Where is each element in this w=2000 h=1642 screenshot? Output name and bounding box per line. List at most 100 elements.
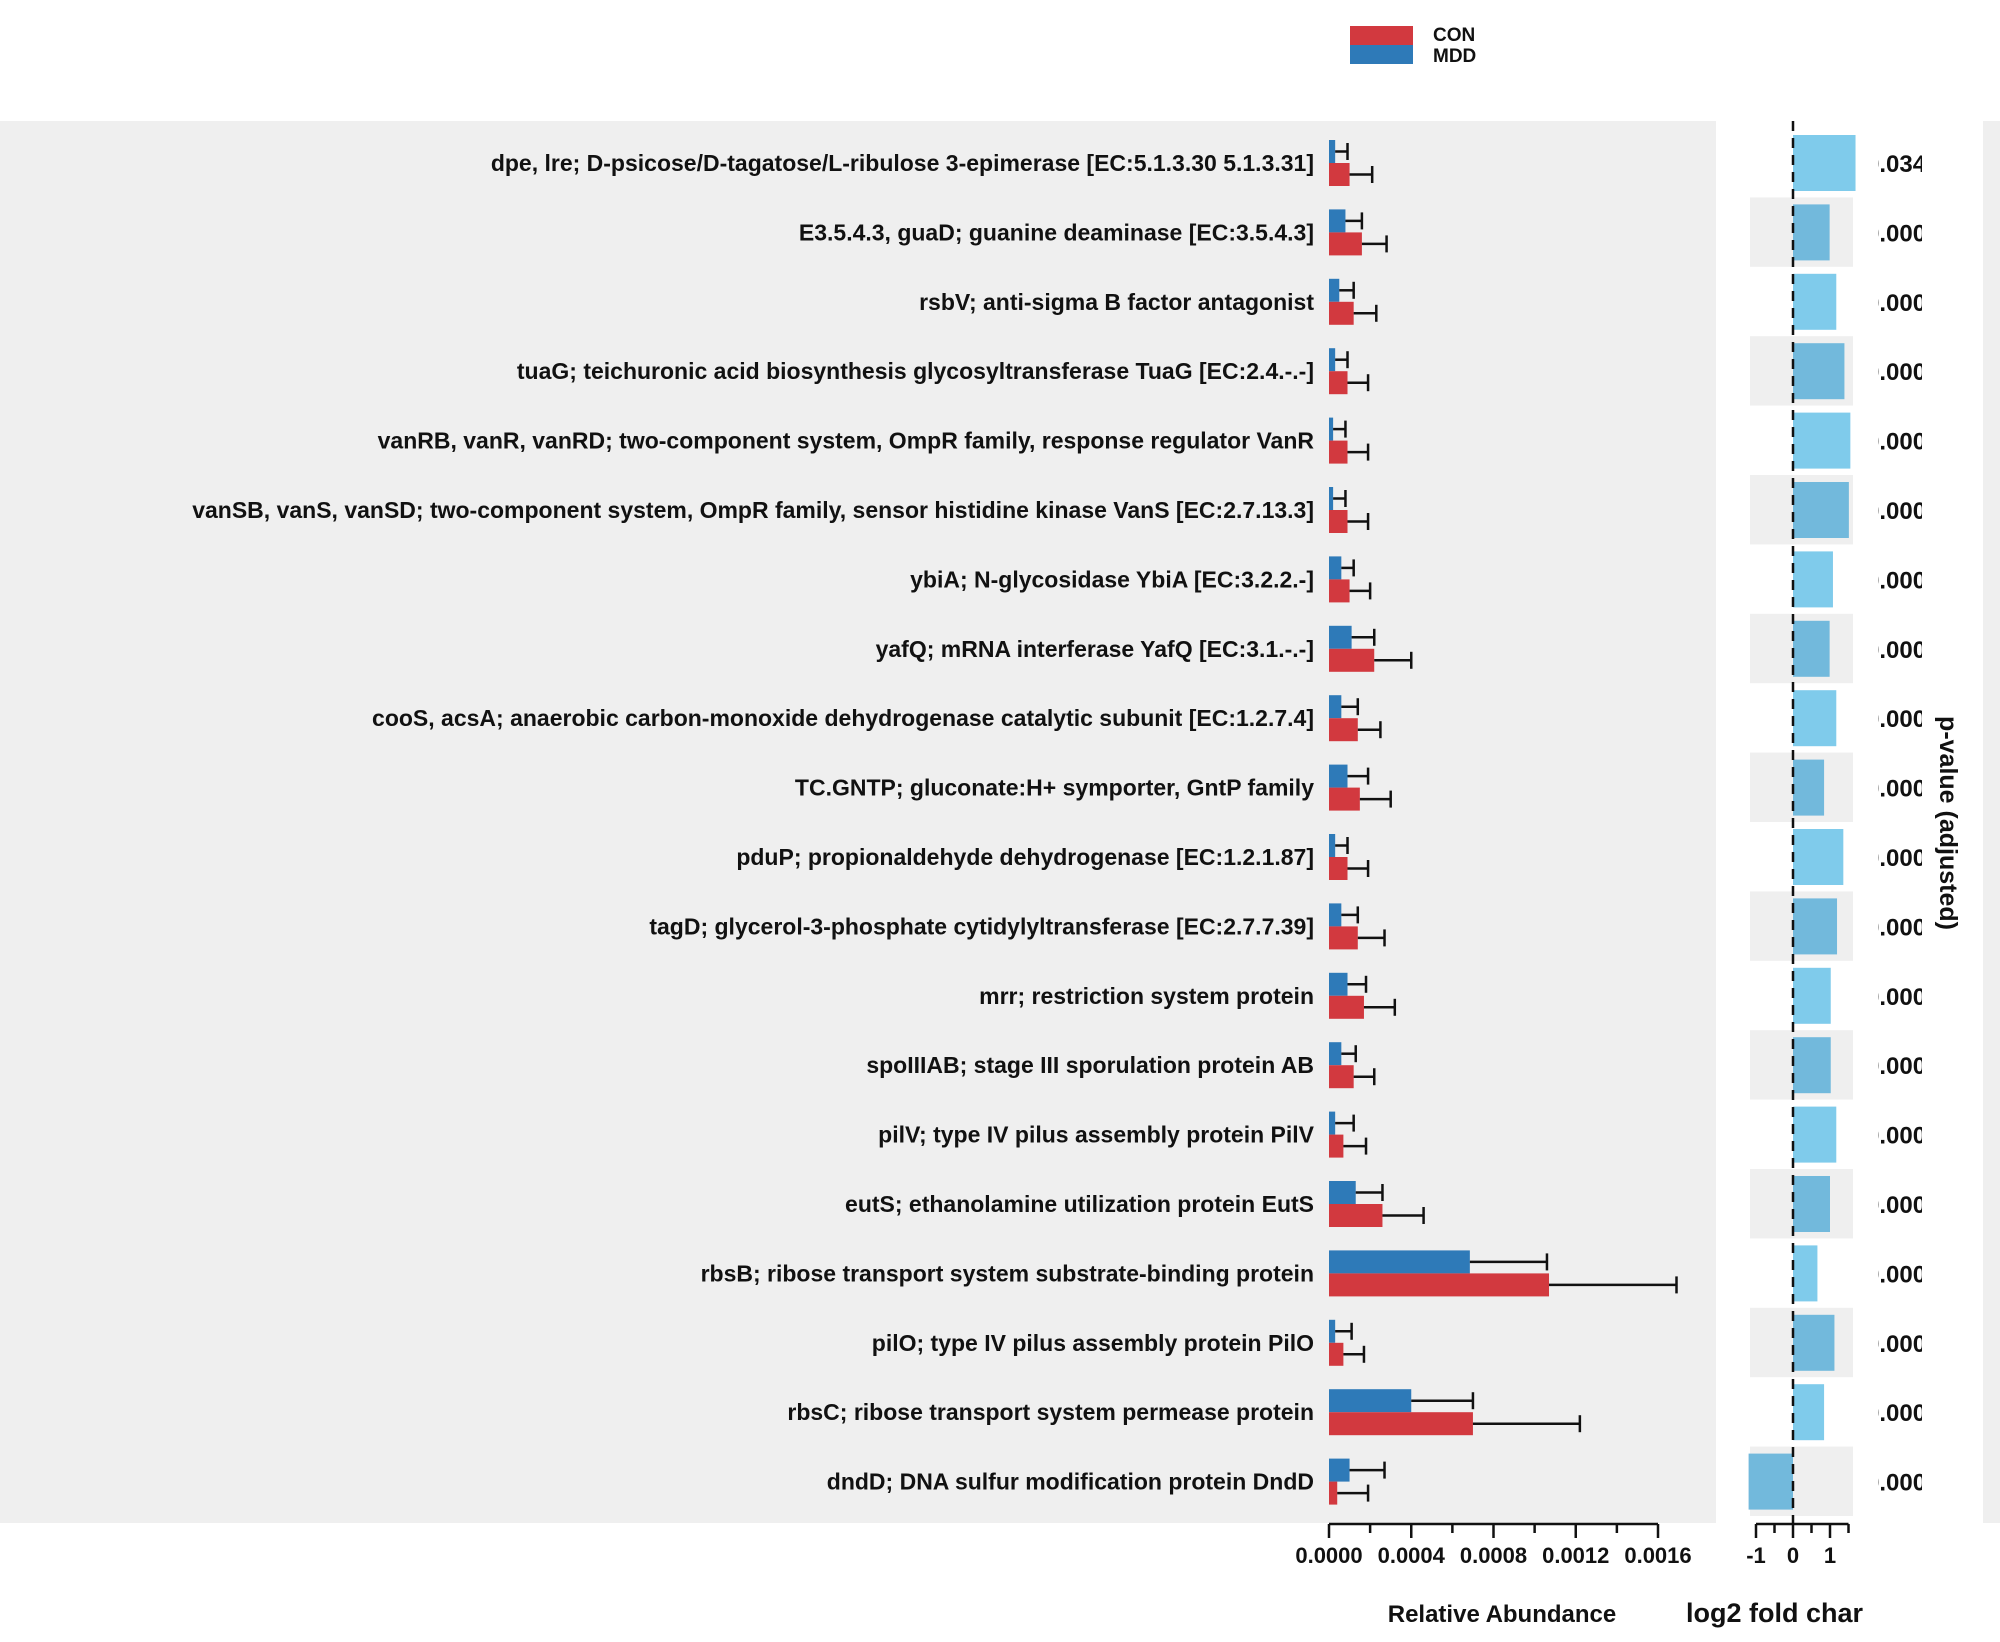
- row: pduP; propionaldehyde dehydrogenase [EC:…: [736, 829, 1922, 885]
- fold-change-bar: [1793, 273, 1837, 330]
- pvalue-label: 0.000: [1866, 1192, 1926, 1219]
- bar-mdd: [1329, 1458, 1350, 1482]
- bar-con: [1329, 718, 1358, 742]
- pvalue-label: 0.000: [1866, 1331, 1926, 1358]
- category-label: tagD; glycerol-3-phosphate cytidylyltran…: [649, 913, 1314, 939]
- abundance-axis-title: Relative Abundance: [1388, 1601, 1617, 1628]
- fold-change-tick-label: 0: [1787, 1543, 1799, 1568]
- row: pilO; type IV pilus assembly protein Pil…: [872, 1307, 1926, 1378]
- pvalue-label: 0.000: [1866, 706, 1926, 733]
- fold-change-bar: [1793, 1384, 1825, 1441]
- category-label: tuaG; teichuronic acid biosynthesis glyc…: [517, 358, 1314, 384]
- bar-con: [1329, 510, 1348, 533]
- category-label: pduP; propionaldehyde dehydrogenase [EC:…: [736, 844, 1314, 870]
- bar-con: [1329, 1481, 1338, 1505]
- row: vanSB, vanS, vanSD; two-component system…: [192, 475, 1922, 545]
- bar-mdd: [1329, 278, 1340, 302]
- legend-label-con: CON: [1433, 25, 1475, 46]
- legend-swatch-mdd: [1350, 45, 1413, 64]
- pvalue-label: 0.000: [1866, 359, 1926, 386]
- fold-change-bar: [1793, 343, 1845, 400]
- category-label: eutS; ethanolamine utilization protein E…: [845, 1191, 1314, 1217]
- bar-mdd: [1329, 1389, 1412, 1413]
- row: E3.5.4.3, guaD; guanine deaminase [EC:3.…: [799, 197, 1922, 267]
- row: rbsB; ribose transport system substrate-…: [701, 1245, 1922, 1302]
- fold-change-bar: [1793, 690, 1837, 747]
- fold-change-bar: [1748, 1453, 1793, 1510]
- fold-change-bar: [1793, 620, 1830, 677]
- pvalue-label: 0.034: [1866, 151, 1927, 178]
- category-label: E3.5.4.3, guaD; guanine deaminase [EC:3.…: [799, 219, 1314, 245]
- bar-mdd: [1329, 1319, 1336, 1343]
- bar-mdd: [1329, 695, 1342, 719]
- row: yafQ; mRNA interferase YafQ [EC:3.1.-.-]…: [876, 613, 1926, 684]
- category-label: yafQ; mRNA interferase YafQ [EC:3.1.-.-]: [876, 636, 1314, 662]
- legend: CON MDD: [1350, 25, 1476, 67]
- abundance-panel-background: [0, 121, 1716, 1523]
- bar-mdd: [1329, 1042, 1342, 1066]
- row: spoIIIAB; stage III sporulation protein …: [866, 1030, 1926, 1100]
- bar-con: [1329, 301, 1354, 325]
- category-label: rbsB; ribose transport system substrate-…: [701, 1260, 1314, 1286]
- bar-mdd: [1329, 1250, 1470, 1274]
- bar-mdd: [1329, 487, 1334, 510]
- row: cooS, acsA; anaerobic carbon-monoxide de…: [372, 690, 1926, 747]
- category-label: vanRB, vanR, vanRD; two-component system…: [378, 428, 1315, 454]
- pvalue-label: 0.000: [1866, 1123, 1926, 1150]
- bar-con: [1329, 1134, 1344, 1158]
- row: dpe, lre; D-psicose/D-tagatose/L-ribulos…: [491, 135, 1927, 191]
- row: mrr; restriction system protein 0.000: [979, 967, 1926, 1024]
- abundance-tick-label: 0.0012: [1542, 1543, 1609, 1568]
- fold-change-bar: [1793, 1106, 1837, 1163]
- bar-con: [1329, 163, 1350, 186]
- pvalue-label: 0.000: [1866, 637, 1926, 664]
- category-label: cooS, acsA; anaerobic carbon-monoxide de…: [372, 705, 1314, 731]
- pvalue-label: 0.000: [1866, 567, 1926, 594]
- bar-mdd: [1329, 903, 1342, 927]
- category-label: pilO; type IV pilus assembly protein Pil…: [872, 1330, 1314, 1356]
- pvalue-label: 0.000: [1866, 984, 1926, 1011]
- bar-con: [1329, 1204, 1383, 1227]
- fold-change-bar: [1793, 551, 1833, 608]
- row: vanRB, vanR, vanRD; two-component system…: [378, 412, 1922, 469]
- fold-change-bar: [1793, 1176, 1830, 1232]
- pvalue-label: 0.000: [1866, 1400, 1926, 1427]
- category-label: dndD; DNA sulfur modification protein Dn…: [827, 1469, 1314, 1495]
- bar-mdd: [1329, 417, 1334, 441]
- bar-con: [1329, 648, 1375, 672]
- fold-change-bar: [1793, 759, 1825, 816]
- fold-change-bar: [1793, 967, 1831, 1024]
- abundance-tick-label: 0.0004: [1378, 1543, 1446, 1568]
- pvalue-label: 0.000: [1866, 1053, 1926, 1080]
- legend-swatch-con: [1350, 26, 1413, 45]
- row: tagD; glycerol-3-phosphate cytidylyltran…: [649, 891, 1926, 961]
- category-label: TC.GNTP; gluconate:H+ symporter, GntP fa…: [795, 775, 1314, 801]
- fold-change-tick-label: -1: [1746, 1543, 1766, 1568]
- row: TC.GNTP; gluconate:H+ symporter, GntP fa…: [795, 752, 1926, 822]
- row: rsbV; anti-sigma B factor antagonist 0.00…: [919, 273, 1926, 330]
- pvalue-label: 0.000: [1866, 914, 1926, 941]
- category-label: rsbV; anti-sigma B factor antagonist: [919, 289, 1314, 315]
- fold-change-bar: [1793, 482, 1849, 538]
- bar-con: [1329, 1273, 1550, 1297]
- category-label: pilV; type IV pilus assembly protein Pil…: [878, 1122, 1315, 1148]
- pvalue-axis-title: p-value (adjusted): [1934, 716, 1962, 930]
- bar-mdd: [1329, 1181, 1356, 1204]
- bar-con: [1329, 440, 1348, 464]
- fold-change-bar: [1793, 1245, 1818, 1302]
- pvalue-label: 0.000: [1866, 290, 1926, 317]
- fold-change-axis-title: log2 fold char: [1686, 1598, 1864, 1628]
- bar-con: [1329, 579, 1350, 603]
- bar-con: [1329, 1342, 1344, 1366]
- pvalue-label: 0.000: [1866, 776, 1926, 803]
- bar-con: [1329, 1065, 1354, 1089]
- bar-mdd: [1329, 209, 1346, 233]
- bar-mdd: [1329, 764, 1348, 788]
- bar-con: [1329, 857, 1348, 880]
- bar-con: [1329, 787, 1360, 811]
- fold-change-bar: [1793, 135, 1856, 191]
- fold-change-bar: [1793, 1037, 1831, 1094]
- fold-change-tick-label: 1: [1824, 1543, 1836, 1568]
- legend-label-mdd: MDD: [1433, 46, 1476, 67]
